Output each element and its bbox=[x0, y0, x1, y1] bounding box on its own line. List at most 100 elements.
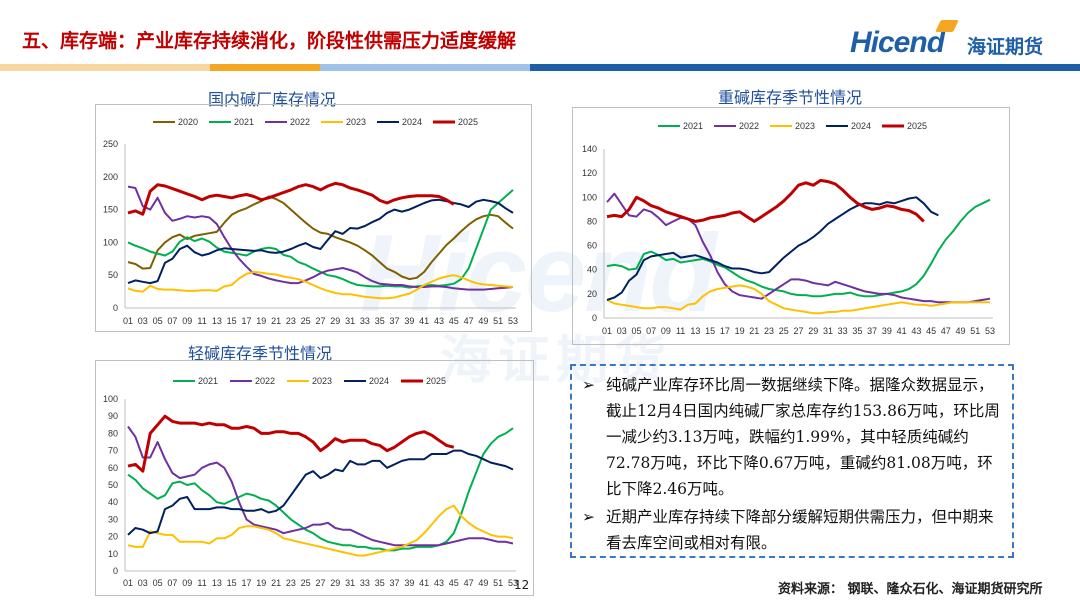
legend-label-2025: 2025 bbox=[907, 121, 927, 131]
y-tick-label: 250 bbox=[103, 139, 118, 149]
x-tick-label: 19 bbox=[735, 326, 745, 336]
x-tick-label: 29 bbox=[330, 316, 340, 326]
x-tick-label: 53 bbox=[508, 578, 518, 588]
x-tick-label: 41 bbox=[419, 316, 429, 326]
x-tick-label: 39 bbox=[404, 316, 414, 326]
y-tick-label: 50 bbox=[108, 480, 118, 490]
bullet-2: ➢ 近期产业库存持续下降部分缓解短期供需压力，但中期来看去库空间或相对有限。 bbox=[582, 504, 1006, 556]
y-tick-label: 20 bbox=[587, 289, 597, 299]
legend-label-2021: 2021 bbox=[234, 117, 254, 127]
x-tick-label: 37 bbox=[867, 326, 877, 336]
source-note: 资料来源： 钢联、隆众石化、海证期货研究所 bbox=[778, 582, 1043, 597]
series-line-2024 bbox=[606, 196, 939, 301]
y-tick-label: 0 bbox=[113, 303, 118, 313]
x-tick-label: 17 bbox=[241, 578, 251, 588]
x-tick-label: 17 bbox=[720, 326, 730, 336]
y-tick-label: 0 bbox=[592, 313, 597, 323]
x-tick-label: 43 bbox=[434, 578, 444, 588]
x-tick-label: 09 bbox=[661, 326, 671, 336]
x-tick-label: 15 bbox=[227, 316, 237, 326]
legend-label-2022: 2022 bbox=[255, 376, 275, 386]
y-tick-label: 100 bbox=[103, 394, 118, 404]
page-number: 12 bbox=[514, 578, 530, 592]
x-tick-label: 13 bbox=[212, 316, 222, 326]
x-tick-label: 33 bbox=[360, 316, 370, 326]
y-tick-label: 60 bbox=[108, 463, 118, 473]
bullet-2-text: 近期产业库存持续下降部分缓解短期供需压力，但中期来看去库空间或相对有限。 bbox=[606, 508, 994, 552]
y-tick-label: 100 bbox=[582, 192, 597, 202]
x-tick-label: 33 bbox=[838, 326, 848, 336]
legend-label-2025: 2025 bbox=[458, 117, 478, 127]
x-tick-label: 39 bbox=[882, 326, 892, 336]
series-line-2025 bbox=[127, 181, 455, 216]
x-tick-label: 31 bbox=[823, 326, 833, 336]
x-tick-label: 15 bbox=[227, 578, 237, 588]
y-tick-label: 140 bbox=[582, 144, 597, 154]
series-line-2022 bbox=[127, 425, 514, 547]
x-tick-label: 41 bbox=[419, 578, 429, 588]
x-tick-label: 19 bbox=[256, 578, 266, 588]
legend-label-2024: 2024 bbox=[369, 376, 389, 386]
y-tick-label: 60 bbox=[587, 241, 597, 251]
x-tick-label: 23 bbox=[286, 578, 296, 588]
x-tick-label: 35 bbox=[852, 326, 862, 336]
x-tick-label: 29 bbox=[330, 578, 340, 588]
bullet-1-text: 纯碱产业库存环比周一数据继续下降。据隆众数据显示，截止12月4日国内纯碱厂家总库… bbox=[606, 376, 1000, 498]
y-tick-label: 100 bbox=[103, 237, 118, 247]
x-tick-label: 49 bbox=[478, 316, 488, 326]
x-tick-label: 37 bbox=[390, 316, 400, 326]
x-tick-label: 11 bbox=[197, 578, 206, 588]
x-tick-label: 39 bbox=[404, 578, 414, 588]
x-tick-label: 13 bbox=[212, 578, 222, 588]
x-tick-label: 51 bbox=[493, 316, 503, 326]
x-tick-label: 11 bbox=[676, 326, 685, 336]
x-tick-label: 53 bbox=[508, 316, 518, 326]
x-tick-label: 21 bbox=[271, 316, 281, 326]
x-tick-label: 03 bbox=[617, 326, 627, 336]
x-tick-label: 23 bbox=[764, 326, 774, 336]
chart-frame-domestic bbox=[95, 104, 532, 332]
x-tick-label: 07 bbox=[167, 578, 177, 588]
series-line-2022 bbox=[127, 185, 514, 291]
series-line-2021 bbox=[606, 198, 991, 298]
x-tick-label: 01 bbox=[602, 326, 612, 336]
x-tick-label: 09 bbox=[182, 316, 192, 326]
x-tick-label: 21 bbox=[271, 578, 281, 588]
x-tick-label: 25 bbox=[301, 578, 311, 588]
x-tick-label: 35 bbox=[375, 316, 385, 326]
series-line-2024 bbox=[127, 449, 514, 536]
y-tick-label: 50 bbox=[108, 270, 118, 280]
legend-label-2021: 2021 bbox=[198, 376, 218, 386]
x-tick-label: 19 bbox=[256, 316, 266, 326]
y-tick-label: 40 bbox=[108, 497, 118, 507]
x-tick-label: 27 bbox=[315, 316, 325, 326]
x-tick-label: 05 bbox=[153, 578, 163, 588]
legend-label-2020: 2020 bbox=[178, 117, 198, 127]
y-tick-label: 150 bbox=[103, 205, 118, 215]
legend-label-2022: 2022 bbox=[739, 121, 759, 131]
x-tick-label: 15 bbox=[705, 326, 715, 336]
x-tick-label: 43 bbox=[911, 326, 921, 336]
x-tick-label: 33 bbox=[360, 578, 370, 588]
chart-frame-light bbox=[95, 360, 534, 596]
x-tick-label: 45 bbox=[926, 326, 936, 336]
bullet-arrow-icon: ➢ bbox=[582, 508, 595, 526]
x-tick-label: 03 bbox=[138, 578, 148, 588]
x-tick-label: 37 bbox=[390, 578, 400, 588]
header-stripe bbox=[0, 64, 1080, 71]
legend-label-2021: 2021 bbox=[683, 121, 703, 131]
y-tick-label: 70 bbox=[108, 446, 118, 456]
x-tick-label: 41 bbox=[897, 326, 907, 336]
x-tick-label: 01 bbox=[123, 578, 133, 588]
x-tick-label: 27 bbox=[315, 578, 325, 588]
x-tick-label: 47 bbox=[464, 578, 474, 588]
commentary-box: ➢ 纯碱产业库存环比周一数据继续下降。据隆众数据显示，截止12月4日国内纯碱厂家… bbox=[570, 364, 1014, 558]
logo-text-en: Hicend bbox=[850, 26, 945, 59]
y-tick-label: 40 bbox=[587, 265, 597, 275]
y-tick-label: 80 bbox=[108, 428, 118, 438]
x-tick-label: 45 bbox=[449, 578, 459, 588]
x-tick-label: 29 bbox=[808, 326, 818, 336]
chart-title-light: 轻碱库存季节性情况 bbox=[188, 344, 333, 363]
